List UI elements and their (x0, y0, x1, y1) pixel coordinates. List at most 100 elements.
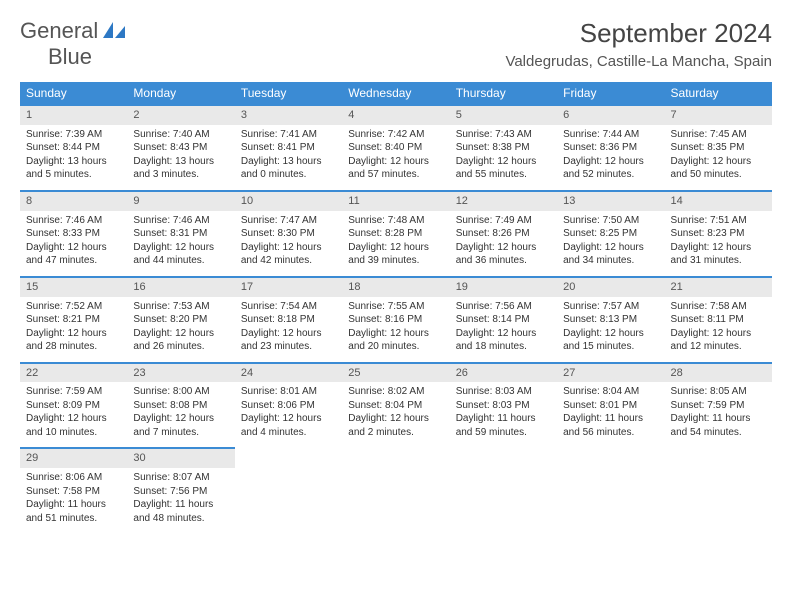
day-body: Sunrise: 7:46 AMSunset: 8:33 PMDaylight:… (20, 211, 127, 276)
sunset-line: Sunset: 8:06 PM (241, 399, 336, 413)
sunrise-line: Sunrise: 7:53 AM (133, 300, 228, 314)
day-number: 16 (127, 278, 234, 297)
logo-text-block: General Blue (20, 18, 125, 70)
day-body: Sunrise: 7:40 AMSunset: 8:43 PMDaylight:… (127, 125, 234, 190)
sunset-line: Sunset: 8:16 PM (348, 313, 443, 327)
sunset-line: Sunset: 8:11 PM (671, 313, 766, 327)
sunset-line: Sunset: 8:40 PM (348, 141, 443, 155)
calendar-week-row: 1Sunrise: 7:39 AMSunset: 8:44 PMDaylight… (20, 105, 772, 191)
calendar-day-cell: 17Sunrise: 7:54 AMSunset: 8:18 PMDayligh… (235, 277, 342, 363)
sunset-line: Sunset: 8:04 PM (348, 399, 443, 413)
calendar-week-row: 15Sunrise: 7:52 AMSunset: 8:21 PMDayligh… (20, 277, 772, 363)
day-body: Sunrise: 8:03 AMSunset: 8:03 PMDaylight:… (450, 382, 557, 447)
day-number: 2 (127, 106, 234, 125)
sunrise-line: Sunrise: 7:48 AM (348, 214, 443, 228)
day-number: 12 (450, 192, 557, 211)
sunrise-line: Sunrise: 7:43 AM (456, 128, 551, 142)
daylight-line: Daylight: 11 hours and 51 minutes. (26, 498, 121, 525)
day-body: Sunrise: 7:39 AMSunset: 8:44 PMDaylight:… (20, 125, 127, 190)
sunrise-line: Sunrise: 7:39 AM (26, 128, 121, 142)
day-body: Sunrise: 7:41 AMSunset: 8:41 PMDaylight:… (235, 125, 342, 190)
sunset-line: Sunset: 8:14 PM (456, 313, 551, 327)
weekday-header: Thursday (450, 82, 557, 105)
calendar-day-cell: 11Sunrise: 7:48 AMSunset: 8:28 PMDayligh… (342, 191, 449, 277)
weekday-header: Friday (557, 82, 664, 105)
calendar-day-cell: 25 Sunrise: 8:02 AMSunset: 8:04 PMDayligh… (342, 363, 449, 449)
sail-icon (103, 22, 125, 38)
day-body: Sunrise: 7:46 AMSunset: 8:31 PMDaylight:… (127, 211, 234, 276)
daylight-line: Daylight: 12 hours and 55 minutes. (456, 155, 551, 182)
calendar-day-cell: 9Sunrise: 7:46 AMSunset: 8:31 PMDaylight… (127, 191, 234, 277)
day-body: Sunrise: 8:07 AMSunset: 7:56 PMDaylight:… (127, 468, 234, 533)
day-body: Sunrise: 8:04 AMSunset: 8:01 PMDaylight:… (557, 382, 664, 447)
sunrise-line: Sunrise: 7:40 AM (133, 128, 228, 142)
sunrise-line: Sunrise: 7:56 AM (456, 300, 551, 314)
sunset-line: Sunset: 8:18 PM (241, 313, 336, 327)
day-body: Sunrise: 7:45 AMSunset: 8:35 PMDaylight:… (665, 125, 772, 190)
daylight-line: Daylight: 12 hours and 2 minutes. (348, 412, 443, 439)
sunrise-line: Sunrise: 8:01 AM (241, 385, 336, 399)
logo-word-blue: Blue (48, 44, 92, 69)
day-number: 22 (20, 364, 127, 383)
daylight-line: Daylight: 11 hours and 54 minutes. (671, 412, 766, 439)
calendar-body: 1Sunrise: 7:39 AMSunset: 8:44 PMDaylight… (20, 105, 772, 533)
sunset-line: Sunset: 8:28 PM (348, 227, 443, 241)
day-number: 7 (665, 106, 772, 125)
daylight-line: Daylight: 12 hours and 34 minutes. (563, 241, 658, 268)
sunrise-line: Sunrise: 8:02 AM (348, 385, 443, 399)
weekday-header: Sunday (20, 82, 127, 105)
location-label: Valdegrudas, Castille-La Mancha, Spain (505, 53, 772, 70)
weekday-header: Wednesday (342, 82, 449, 105)
day-body: Sunrise: 7:53 AMSunset: 8:20 PMDaylight:… (127, 297, 234, 362)
daylight-line: Daylight: 12 hours and 10 minutes. (26, 412, 121, 439)
sunrise-line: Sunrise: 8:05 AM (671, 385, 766, 399)
day-number: 19 (450, 278, 557, 297)
title-block: September 2024 Valdegrudas, Castille-La … (505, 18, 772, 70)
logo-word-general: General (20, 18, 98, 43)
day-number: 25 (342, 364, 449, 383)
sunset-line: Sunset: 7:56 PM (133, 485, 228, 499)
calendar-day-cell: 19Sunrise: 7:56 AMSunset: 8:14 PMDayligh… (450, 277, 557, 363)
calendar-table: SundayMondayTuesdayWednesdayThursdayFrid… (20, 82, 772, 533)
sunrise-line: Sunrise: 8:06 AM (26, 471, 121, 485)
day-number: 1 (20, 106, 127, 125)
day-body: Sunrise: 7:44 AMSunset: 8:36 PMDaylight:… (557, 125, 664, 190)
day-number: 11 (342, 192, 449, 211)
day-number: 29 (20, 449, 127, 468)
daylight-line: Daylight: 12 hours and 26 minutes. (133, 327, 228, 354)
calendar-week-row: 8Sunrise: 7:46 AMSunset: 8:33 PMDaylight… (20, 191, 772, 277)
sunset-line: Sunset: 8:33 PM (26, 227, 121, 241)
daylight-line: Daylight: 12 hours and 12 minutes. (671, 327, 766, 354)
sunset-line: Sunset: 8:21 PM (26, 313, 121, 327)
calendar-day-cell: 8Sunrise: 7:46 AMSunset: 8:33 PMDaylight… (20, 191, 127, 277)
sunrise-line: Sunrise: 7:47 AM (241, 214, 336, 228)
day-number: 3 (235, 106, 342, 125)
daylight-line: Daylight: 12 hours and 18 minutes. (456, 327, 551, 354)
calendar-week-row: 22Sunrise: 7:59 AMSunset: 8:09 PMDayligh… (20, 363, 772, 449)
sunrise-line: Sunrise: 7:46 AM (133, 214, 228, 228)
daylight-line: Daylight: 13 hours and 5 minutes. (26, 155, 121, 182)
day-body: Sunrise: 7:56 AMSunset: 8:14 PMDaylight:… (450, 297, 557, 362)
sunset-line: Sunset: 8:35 PM (671, 141, 766, 155)
calendar-day-cell: 2Sunrise: 7:40 AMSunset: 8:43 PMDaylight… (127, 105, 234, 191)
sunrise-line: Sunrise: 7:45 AM (671, 128, 766, 142)
calendar-day-cell: 22Sunrise: 7:59 AMSunset: 8:09 PMDayligh… (20, 363, 127, 449)
day-number: 9 (127, 192, 234, 211)
sunrise-line: Sunrise: 7:57 AM (563, 300, 658, 314)
day-number: 30 (127, 449, 234, 468)
day-number: 8 (20, 192, 127, 211)
day-number: 28 (665, 364, 772, 383)
day-body: Sunrise: 7:43 AMSunset: 8:38 PMDaylight:… (450, 125, 557, 190)
calendar-day-cell: 1Sunrise: 7:39 AMSunset: 8:44 PMDaylight… (20, 105, 127, 191)
calendar-day-cell: 29Sunrise: 8:06 AMSunset: 7:58 PMDayligh… (20, 448, 127, 533)
sunrise-line: Sunrise: 8:07 AM (133, 471, 228, 485)
daylight-line: Daylight: 12 hours and 4 minutes. (241, 412, 336, 439)
calendar-day-cell: 18Sunrise: 7:55 AMSunset: 8:16 PMDayligh… (342, 277, 449, 363)
sunrise-line: Sunrise: 7:46 AM (26, 214, 121, 228)
daylight-line: Daylight: 12 hours and 57 minutes. (348, 155, 443, 182)
daylight-line: Daylight: 12 hours and 47 minutes. (26, 241, 121, 268)
calendar-day-cell: 6Sunrise: 7:44 AMSunset: 8:36 PMDaylight… (557, 105, 664, 191)
sunset-line: Sunset: 8:25 PM (563, 227, 658, 241)
sunrise-line: Sunrise: 7:52 AM (26, 300, 121, 314)
day-number: 24 (235, 364, 342, 383)
